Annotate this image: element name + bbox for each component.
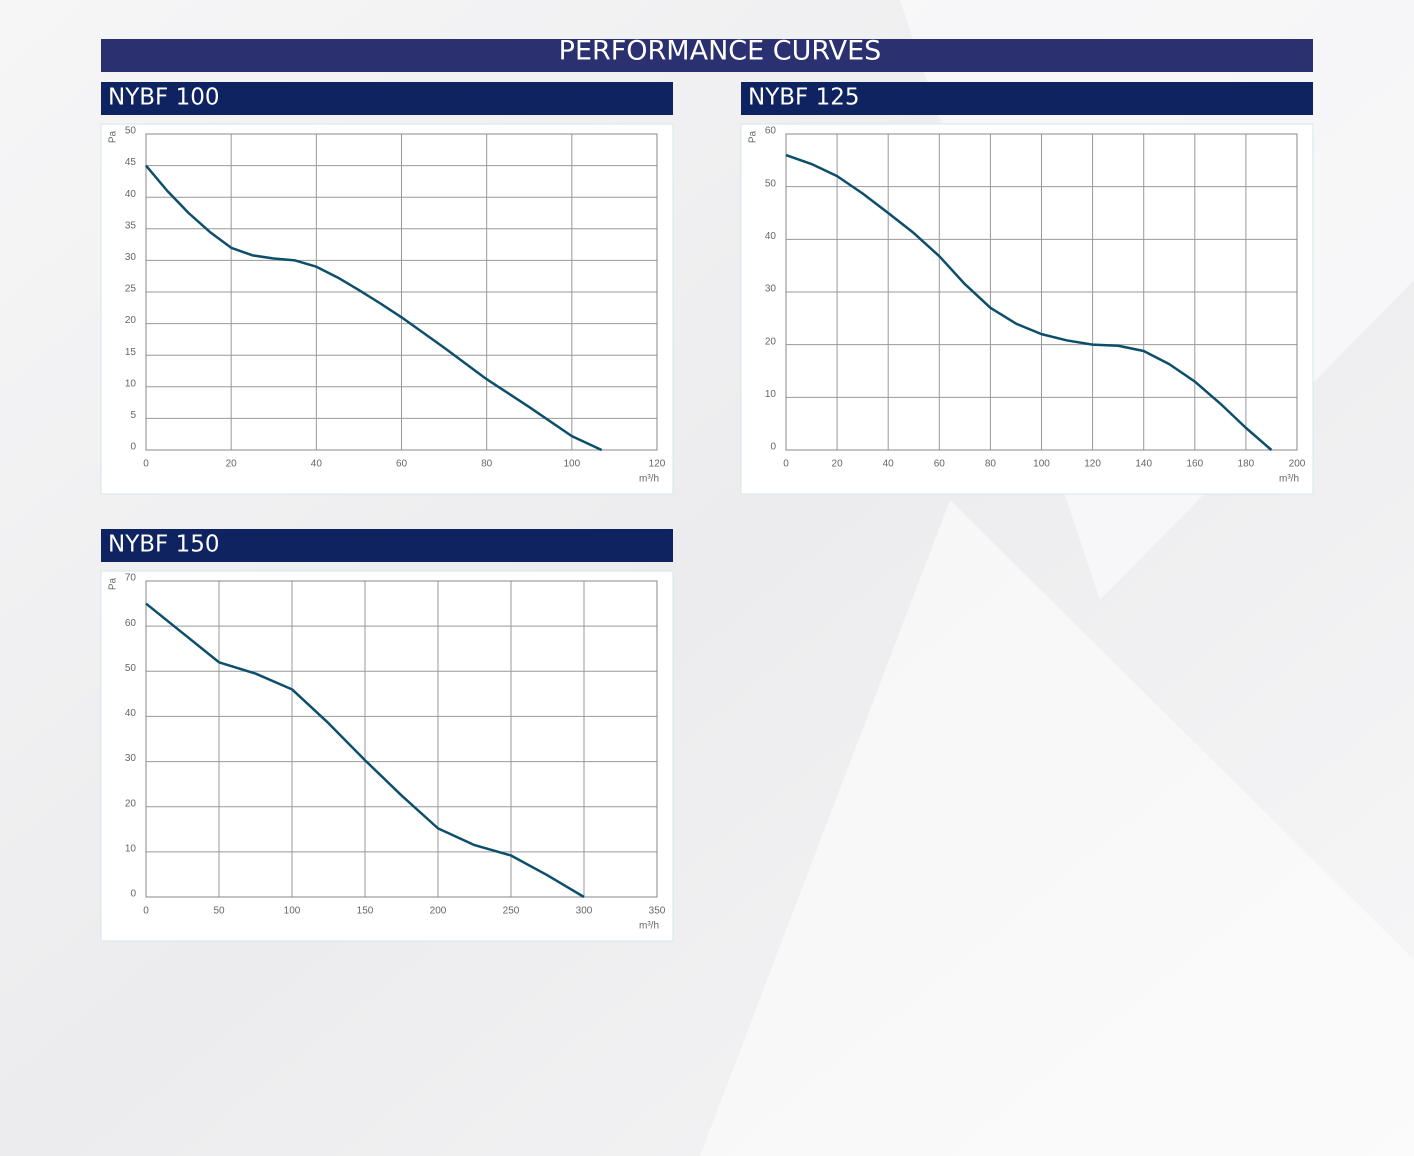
y-tick-label: 30 <box>125 753 137 764</box>
x-tick-label: 20 <box>832 459 844 470</box>
y-tick-label: 10 <box>765 389 777 400</box>
y-tick-label: 10 <box>125 843 137 854</box>
x-tick-label: 100 <box>563 459 580 470</box>
x-tick-label: 350 <box>649 906 666 917</box>
x-tick-label: 60 <box>396 459 408 470</box>
x-tick-label: 50 <box>213 906 225 917</box>
chart-box <box>100 570 674 942</box>
y-tick-label: 10 <box>125 378 137 389</box>
page-title: PERFORMANCE CURVES <box>559 36 882 67</box>
y-tick-label: 30 <box>125 252 137 263</box>
x-tick-label: 200 <box>430 906 447 917</box>
x-tick-label: 60 <box>934 459 946 470</box>
x-axis-label: m³/h <box>639 474 659 485</box>
x-tick-label: 250 <box>503 906 520 917</box>
y-tick-label: 70 <box>125 573 137 584</box>
curve <box>145 602 585 899</box>
x-tick-label: 0 <box>783 459 789 470</box>
y-axis-label: Pa <box>108 130 119 143</box>
x-tick-label: 150 <box>357 906 374 917</box>
y-tick-label: 20 <box>125 798 137 809</box>
y-tick-label: 50 <box>125 663 137 674</box>
y-tick-label: 25 <box>125 284 137 295</box>
bg-shape <box>700 500 1414 1156</box>
x-tick-label: 100 <box>1033 459 1050 470</box>
x-tick-label: 0 <box>143 906 149 917</box>
y-tick-label: 45 <box>125 157 137 168</box>
x-tick-label: 0 <box>143 459 149 470</box>
y-tick-label: 5 <box>130 410 136 421</box>
x-axis-label: m³/h <box>639 921 659 932</box>
x-tick-label: 20 <box>226 459 238 470</box>
y-tick-label: 0 <box>130 889 136 900</box>
y-tick-label: 35 <box>125 220 137 231</box>
x-tick-label: 40 <box>311 459 323 470</box>
chart-title-bar <box>741 82 1313 115</box>
curve <box>145 164 603 452</box>
chart-title: NYBF 125 <box>748 85 859 111</box>
x-tick-label: 200 <box>1289 459 1306 470</box>
y-tick-label: 30 <box>765 284 777 295</box>
y-tick-label: 50 <box>125 126 137 137</box>
y-axis-label: Pa <box>108 577 119 590</box>
y-tick-label: 40 <box>125 189 137 200</box>
x-tick-label: 100 <box>284 906 301 917</box>
y-tick-label: 20 <box>125 315 137 326</box>
x-tick-label: 80 <box>985 459 997 470</box>
x-tick-label: 80 <box>481 459 493 470</box>
x-tick-label: 180 <box>1238 459 1255 470</box>
chart-title-bar <box>101 529 673 562</box>
chart-box <box>740 123 1314 495</box>
curve <box>785 153 1273 451</box>
plot-frame <box>145 133 658 451</box>
x-tick-label: 140 <box>1135 459 1152 470</box>
y-tick-label: 40 <box>765 231 777 242</box>
y-tick-label: 0 <box>130 442 136 453</box>
y-tick-label: 50 <box>765 178 777 189</box>
y-tick-label: 15 <box>125 347 137 358</box>
plot-frame <box>145 580 658 898</box>
plot-frame <box>785 133 1298 451</box>
header-bar <box>101 39 1313 72</box>
y-tick-label: 60 <box>765 126 777 137</box>
y-tick-label: 0 <box>770 442 776 453</box>
chart-title: NYBF 150 <box>108 532 219 558</box>
y-axis-label: Pa <box>748 130 759 143</box>
x-axis-label: m³/h <box>1279 474 1299 485</box>
y-tick-label: 60 <box>125 618 137 629</box>
y-tick-label: 40 <box>125 708 137 719</box>
x-tick-label: 160 <box>1186 459 1203 470</box>
chart-title: NYBF 100 <box>108 85 219 111</box>
x-tick-label: 120 <box>649 459 666 470</box>
y-tick-label: 20 <box>765 336 777 347</box>
x-tick-label: 40 <box>883 459 895 470</box>
x-tick-label: 300 <box>576 906 593 917</box>
chart-title-bar <box>101 82 673 115</box>
x-tick-label: 120 <box>1084 459 1101 470</box>
